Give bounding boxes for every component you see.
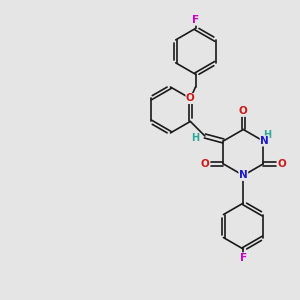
Text: F: F	[192, 15, 199, 25]
Text: O: O	[186, 94, 195, 103]
Text: O: O	[200, 159, 209, 169]
Text: H: H	[191, 134, 200, 143]
Text: O: O	[278, 159, 286, 169]
Text: O: O	[239, 106, 248, 116]
Text: F: F	[240, 253, 247, 263]
Text: N: N	[260, 136, 269, 146]
Text: N: N	[239, 170, 248, 180]
Text: H: H	[263, 130, 271, 140]
